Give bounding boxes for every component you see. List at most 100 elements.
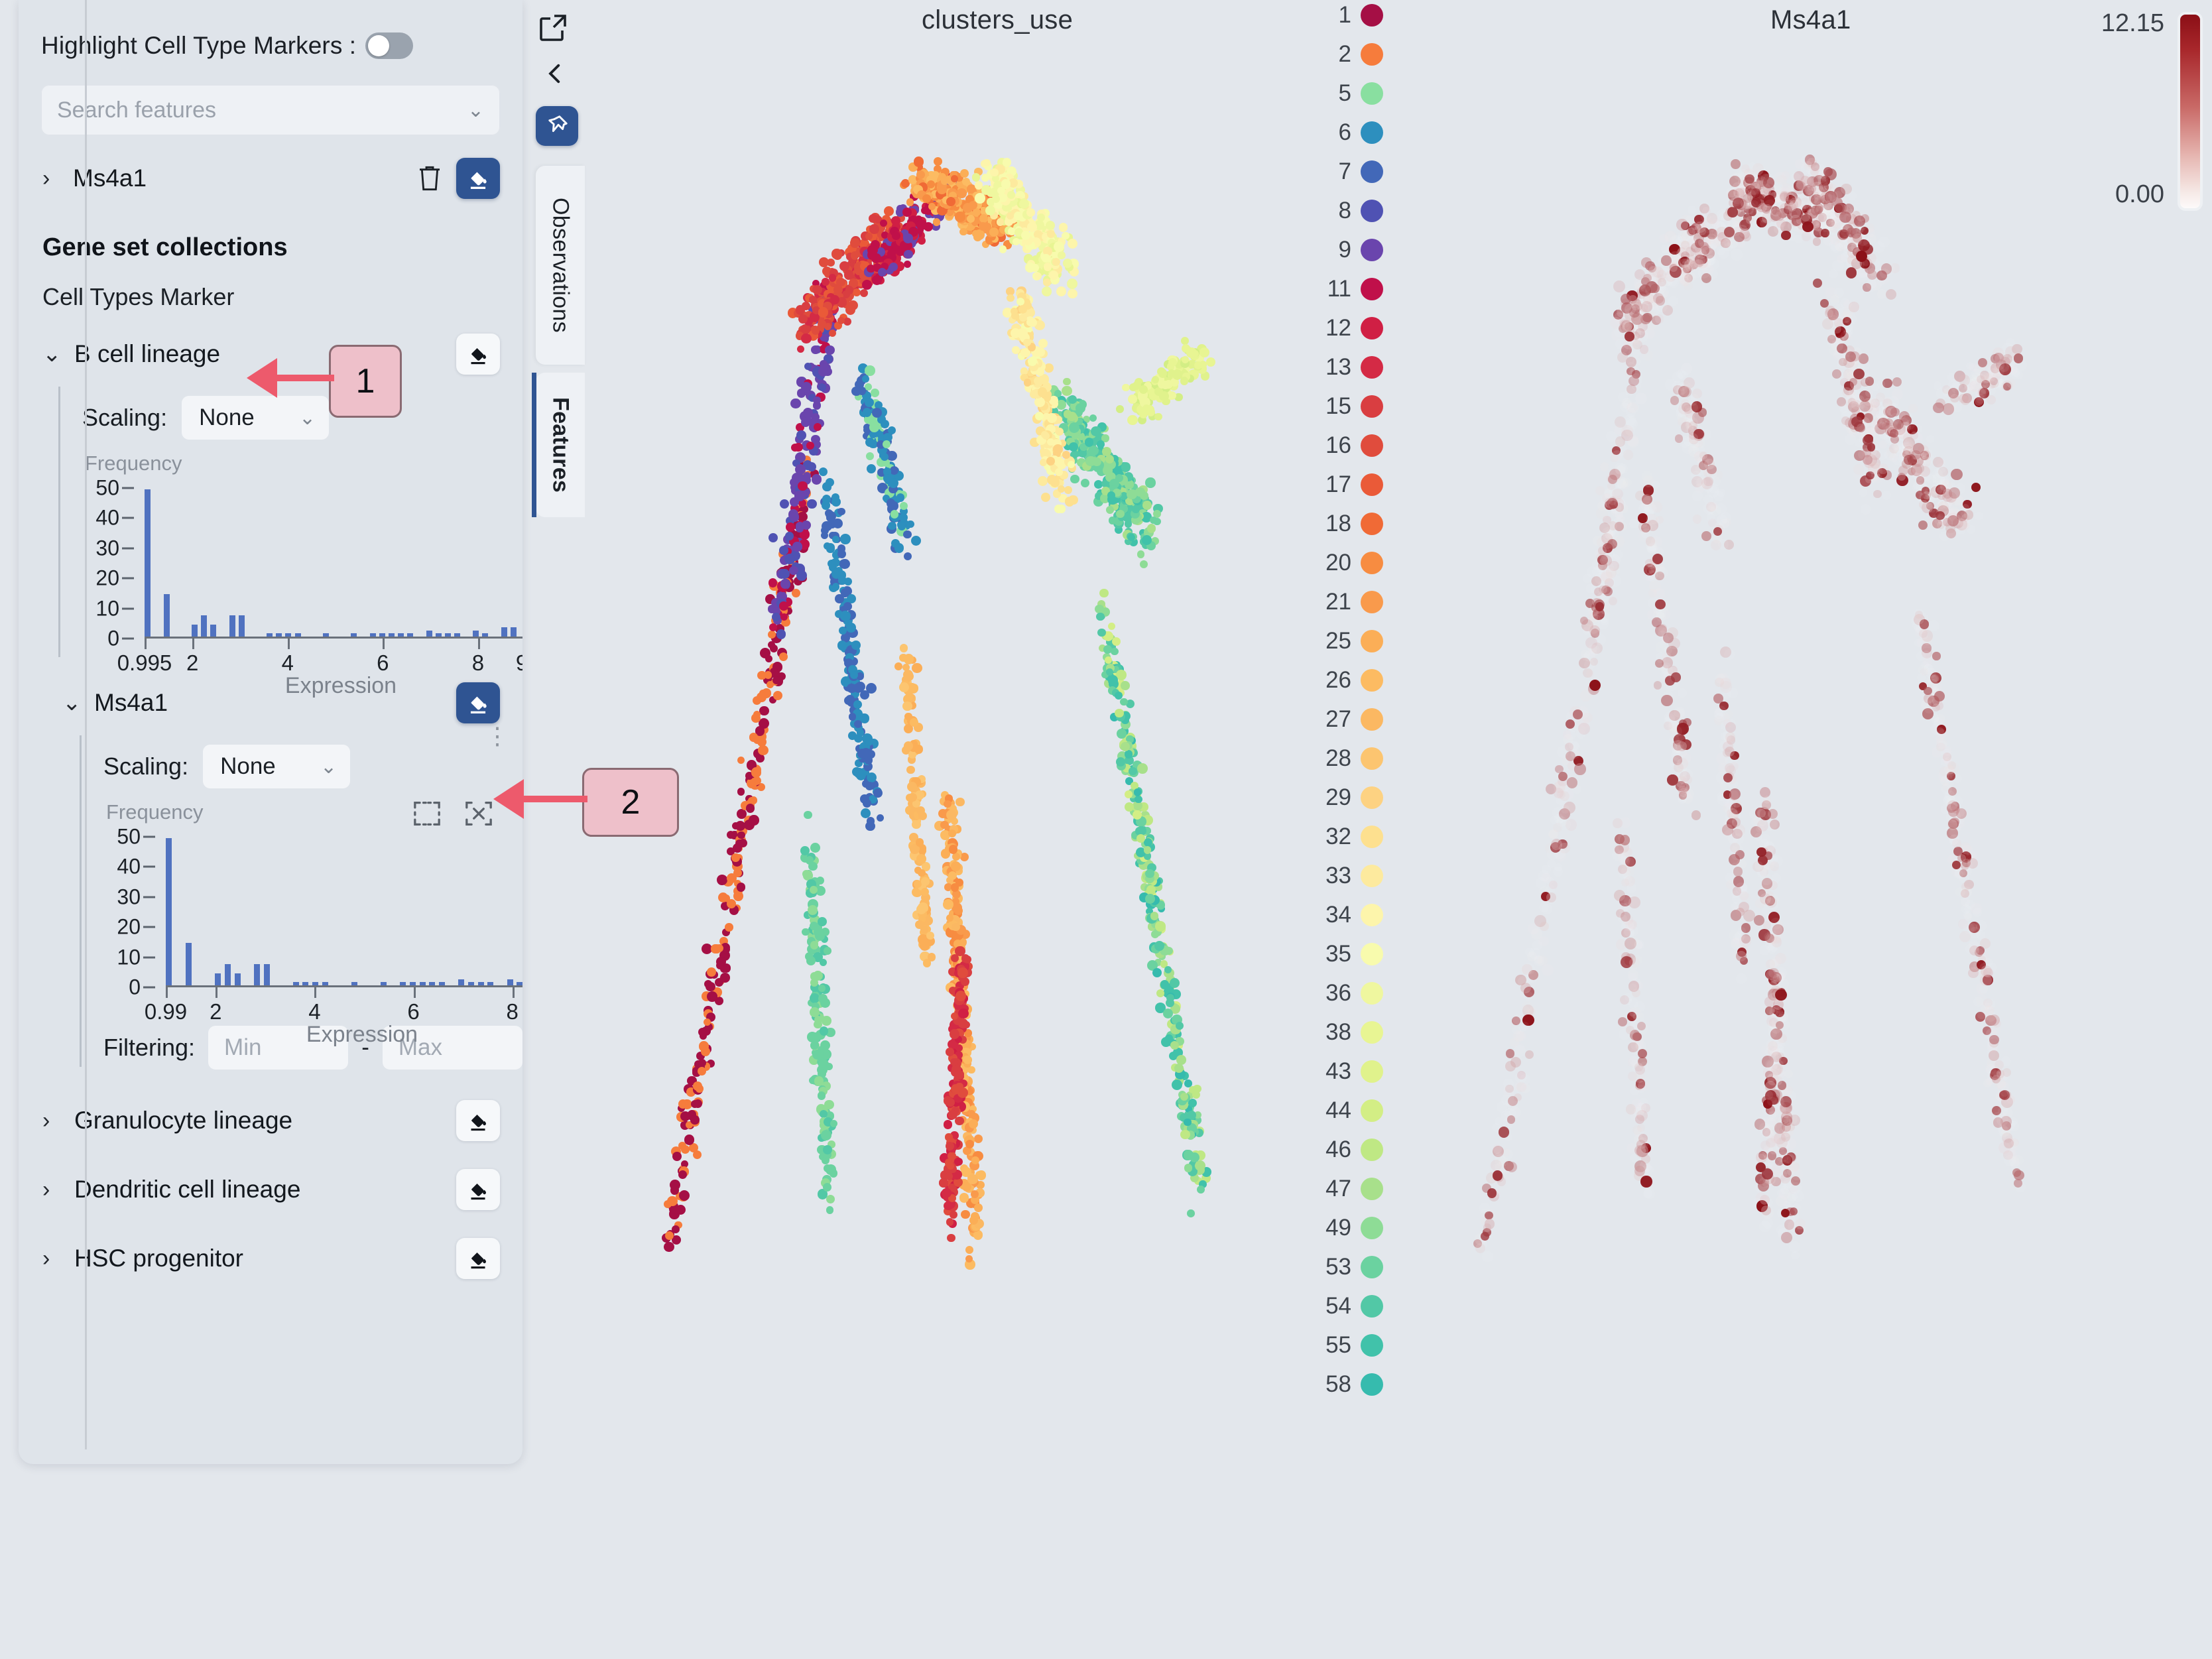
scatter-point	[857, 749, 867, 759]
legend-item[interactable]: 44	[1300, 1097, 1392, 1123]
scatter-point	[1524, 1050, 1534, 1060]
paint-lineage-button[interactable]	[456, 1169, 500, 1210]
legend-item[interactable]: 27	[1300, 706, 1392, 732]
legend-item[interactable]: 5	[1300, 80, 1392, 106]
legend-item[interactable]: 35	[1300, 941, 1392, 967]
scatter-point	[950, 1029, 959, 1039]
legend-item[interactable]: 54	[1300, 1293, 1392, 1319]
scatter-point	[1733, 182, 1741, 191]
legend-item[interactable]: 6	[1300, 119, 1392, 145]
scatter-point	[1184, 1118, 1192, 1127]
legend-item[interactable]: 12	[1300, 315, 1392, 341]
legend-item[interactable]: 7	[1300, 158, 1392, 184]
lineage-row-hsc[interactable]: › HSC progenitor	[19, 1210, 522, 1279]
legend-item[interactable]: 58	[1300, 1371, 1392, 1397]
scatter-point	[1121, 462, 1131, 472]
legend-item[interactable]: 55	[1300, 1332, 1392, 1358]
scatter-point	[1038, 476, 1048, 487]
scatter-point	[808, 862, 818, 871]
legend-item[interactable]: 9	[1300, 237, 1392, 263]
scaling-select[interactable]: None ⌄	[203, 745, 351, 788]
trash-icon[interactable]	[416, 164, 443, 193]
legend-item[interactable]: 36	[1300, 980, 1392, 1006]
filter-min-input[interactable]: Min	[208, 1026, 349, 1070]
scatter-point	[1814, 223, 1823, 231]
umap-expression-plot[interactable]	[1412, 154, 2115, 1273]
legend-item[interactable]: 38	[1300, 1019, 1392, 1045]
legend-item[interactable]: 47	[1300, 1176, 1392, 1201]
scatter-point	[899, 643, 908, 652]
search-features-input[interactable]: Search features ⌄	[41, 85, 500, 135]
lineage-row-granulocyte[interactable]: › Granulocyte lineage	[19, 1070, 522, 1141]
paint-lineage-button[interactable]	[456, 334, 500, 375]
legend-item[interactable]: 53	[1300, 1254, 1392, 1280]
legend-item[interactable]: 43	[1300, 1058, 1392, 1084]
legend-item[interactable]: 13	[1300, 354, 1392, 380]
scatter-point	[1064, 497, 1075, 507]
chevron-right-icon[interactable]: ›	[42, 1107, 50, 1133]
legend-item[interactable]: 20	[1300, 550, 1392, 576]
legend-item[interactable]: 33	[1300, 863, 1392, 889]
lineage-row-b-cell[interactable]: ⌄ B cell lineage	[19, 311, 522, 375]
legend-item[interactable]: 17	[1300, 471, 1392, 497]
collapse-left-icon[interactable]	[541, 60, 569, 88]
paint-lineage-button[interactable]	[456, 1100, 500, 1141]
tab-observations[interactable]: Observations	[536, 166, 585, 365]
chevron-down-icon[interactable]: ⌄	[62, 690, 82, 715]
chevron-right-icon[interactable]: ›	[42, 165, 50, 191]
legend-item[interactable]: 2	[1300, 41, 1392, 67]
scatter-point	[810, 978, 818, 987]
scatter-point	[681, 1145, 690, 1154]
tab-features[interactable]: Features	[532, 373, 585, 517]
lineage-row-dendritic[interactable]: › Dendritic cell lineage	[19, 1141, 522, 1210]
legend-item[interactable]: 32	[1300, 824, 1392, 849]
scatter-point	[809, 295, 818, 304]
legend-item[interactable]: 15	[1300, 393, 1392, 419]
scatter-point	[810, 1007, 820, 1017]
filter-max-input[interactable]: Max	[382, 1026, 522, 1070]
legend-label: 6	[1338, 119, 1351, 145]
scatter-point	[1546, 892, 1556, 902]
legend-item[interactable]: 16	[1300, 432, 1392, 458]
legend-item[interactable]: 26	[1300, 667, 1392, 693]
chevron-right-icon[interactable]: ›	[42, 1176, 50, 1202]
histogram-2-ylabel: Frequency	[106, 800, 204, 824]
pin-panel-button[interactable]	[536, 106, 578, 146]
histogram-bar	[238, 615, 245, 637]
clear-selection-icon[interactable]	[464, 800, 493, 827]
popout-icon[interactable]	[537, 12, 569, 44]
legend-item[interactable]: 8	[1300, 198, 1392, 223]
scatter-point	[1599, 585, 1607, 593]
select-region-icon[interactable]	[412, 800, 442, 827]
scatter-point	[837, 641, 847, 650]
scaling-select[interactable]: None ⌄	[182, 396, 330, 440]
legend-item[interactable]: 46	[1300, 1137, 1392, 1162]
paint-feature-button[interactable]	[456, 158, 500, 199]
paint-lineage-button[interactable]	[456, 1238, 500, 1279]
cluster-legend[interactable]: 1 2 5 6 7 8 9 11 12 13 15 16 17 18 20 21 25 26 27 28 29 32 33 3…	[1300, 0, 1392, 1449]
paint-gene-button[interactable]	[456, 682, 500, 723]
legend-item[interactable]: 1	[1300, 2, 1392, 28]
umap-clusters-plot[interactable]	[597, 156, 1300, 1273]
legend-item[interactable]: 34	[1300, 902, 1392, 928]
y-tick-label: 40	[117, 854, 141, 879]
scatter-point	[674, 1221, 682, 1229]
scatter-point	[796, 430, 806, 440]
gene-row-ms4a1[interactable]: ⌄ Ms4a1	[19, 660, 522, 723]
legend-item[interactable]: 11	[1300, 276, 1392, 302]
legend-item[interactable]: 25	[1300, 628, 1392, 654]
chevron-down-icon[interactable]: ⌄	[42, 341, 62, 367]
legend-item[interactable]: 49	[1300, 1215, 1392, 1241]
legend-item[interactable]: 29	[1300, 784, 1392, 810]
scatter-point	[1132, 505, 1140, 513]
chevron-right-icon[interactable]: ›	[42, 1245, 50, 1271]
legend-item[interactable]: 28	[1300, 745, 1392, 771]
scatter-point	[1115, 709, 1124, 718]
chevron-down-icon[interactable]: ⌄	[467, 99, 484, 121]
legend-item[interactable]: 18	[1300, 511, 1392, 536]
highlight-markers-toggle[interactable]	[365, 32, 414, 59]
scatter-point	[953, 1157, 963, 1166]
legend-item[interactable]: 21	[1300, 589, 1392, 615]
